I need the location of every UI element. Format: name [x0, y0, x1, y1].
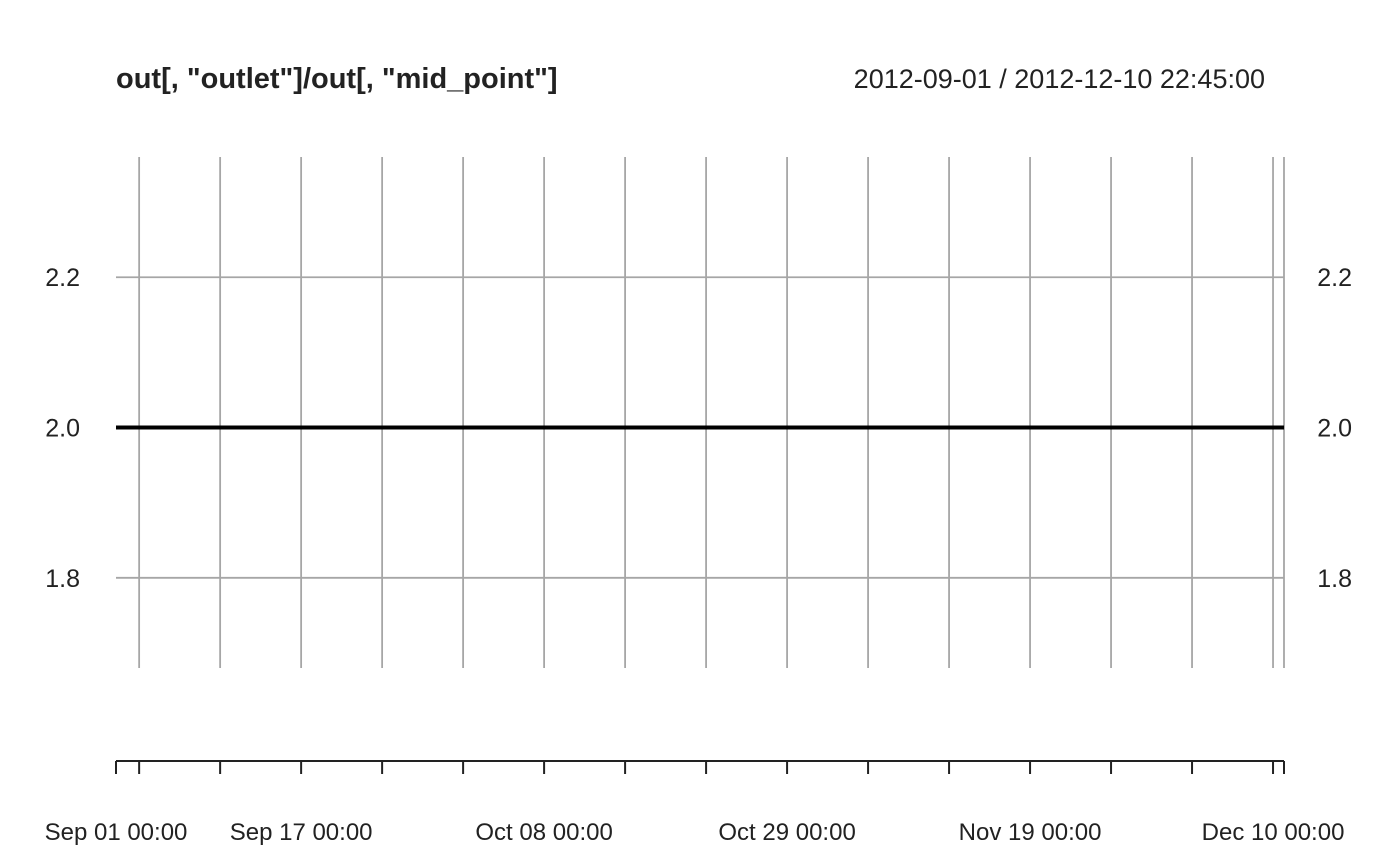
x-axis: Sep 01 00:00 Sep 17 00:00 Oct 08 00:00 Oct … [45, 760, 1345, 846]
x-tick-label: Oct 29 00:00 [718, 819, 855, 846]
x-tick-label: Oct 08 00:00 [475, 819, 612, 846]
x-tick-label: Sep 17 00:00 [230, 819, 373, 846]
x-tick-label: Nov 19 00:00 [959, 819, 1102, 846]
y-tick-label-left: 1.8 [45, 565, 80, 593]
y-tick-label-left: 2.2 [45, 264, 80, 292]
x-tick-label: Dec 10 00:00 [1202, 819, 1345, 846]
y-tick-label-right: 1.8 [1317, 565, 1352, 593]
y-axis-left: 1.8 2.0 2.2 [45, 264, 80, 593]
x-tick-label: Sep 01 00:00 [45, 819, 188, 846]
date-range-label: 2012-09-01 / 2012-12-10 22:45:00 [854, 64, 1265, 94]
y-tick-label-right: 2.2 [1317, 264, 1352, 292]
y-axis-right: 1.8 2.0 2.2 [1317, 264, 1352, 593]
y-tick-label-right: 2.0 [1317, 415, 1352, 443]
chart-title: out[, "outlet"]/out[, "mid_point"] [116, 63, 558, 95]
y-tick-label-left: 2.0 [45, 415, 80, 443]
grid [116, 157, 1285, 668]
